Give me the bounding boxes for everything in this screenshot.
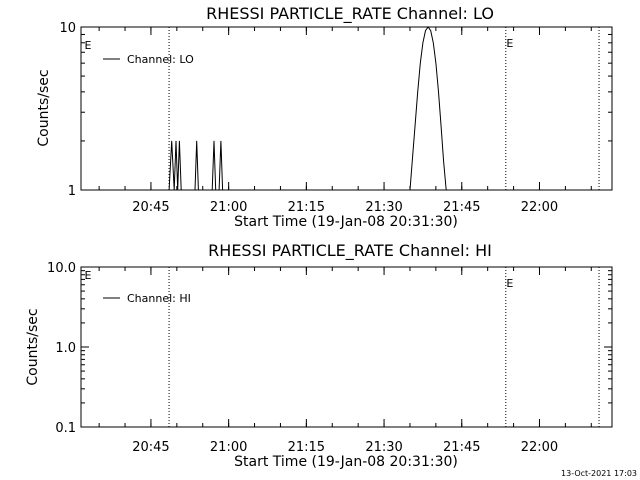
panel-lo-series-line [81, 26, 612, 191]
panel-hi-xtick-label: 21:15 [288, 440, 325, 455]
panel-lo-xlabel: Start Time (19-Jan-08 20:31:30) [234, 214, 458, 230]
panel-lo-xtick-label: 20:45 [132, 200, 169, 215]
panel-hi-ytick-label: 1.0 [55, 341, 76, 356]
panel-lo-marks: 20:45 21:00 21:15 21:30 21:45 22:00 1 10 E [59, 21, 612, 215]
panel-hi-xtick-label: 22:00 [521, 440, 558, 455]
panel-hi-xlabel: Start Time (19-Jan-08 20:31:30) [234, 454, 458, 470]
panel-lo-legend-label: Channel: LO [127, 53, 194, 66]
panel-hi-plot-frame [80, 266, 613, 428]
panel-lo-ytick-label: 1 [68, 184, 76, 199]
panel-hi-xtick-label: 21:00 [210, 440, 247, 455]
panel-hi-edge-label: E [85, 269, 92, 282]
panel-lo-vline-label: E [506, 37, 513, 50]
panel-lo-xtick-label: 21:15 [288, 200, 325, 215]
panel-hi-xtick-label: 21:30 [365, 440, 402, 455]
panel-hi-vline-label: E [506, 277, 513, 290]
panel-hi-marks: 20:45 21:00 21:15 21:30 21:45 22:00 0.1 1.0 10.0… [47, 261, 612, 455]
panel-lo-xtick-label: 21:30 [365, 200, 402, 215]
panel-hi-xtick-label: 21:45 [443, 440, 480, 455]
panel-hi-title: RHESSI PARTICLE_RATE Channel: HI [208, 241, 492, 261]
panel-lo: RHESSI PARTICLE_RATE Channel: LO Counts/… [36, 4, 613, 230]
footer-timestamp: 13-Oct-2021 17:03 [561, 469, 637, 478]
panel-lo-xtick-label: 22:00 [521, 200, 558, 215]
panel-hi-ylabel: Counts/sec [25, 308, 41, 385]
panel-hi-legend-label: Channel: HI [127, 292, 191, 305]
panel-hi-xtick-label: 20:45 [132, 440, 169, 455]
panel-lo-ytick-label: 10 [59, 21, 76, 36]
panel-lo-xtick-label: 21:45 [443, 200, 480, 215]
panel-lo-ylabel: Counts/sec [36, 69, 52, 146]
panel-lo-plot-frame [80, 26, 613, 191]
panel-lo-xtick-label: 21:00 [210, 200, 247, 215]
panel-hi-ytick-label: 0.1 [55, 421, 76, 436]
panel-lo-title: RHESSI PARTICLE_RATE Channel: LO [206, 4, 494, 24]
panel-hi-ytick-label: 10.0 [47, 261, 76, 276]
panel-lo-edge-label: E [85, 39, 92, 52]
panel-hi: RHESSI PARTICLE_RATE Channel: HI Counts/… [25, 241, 613, 470]
